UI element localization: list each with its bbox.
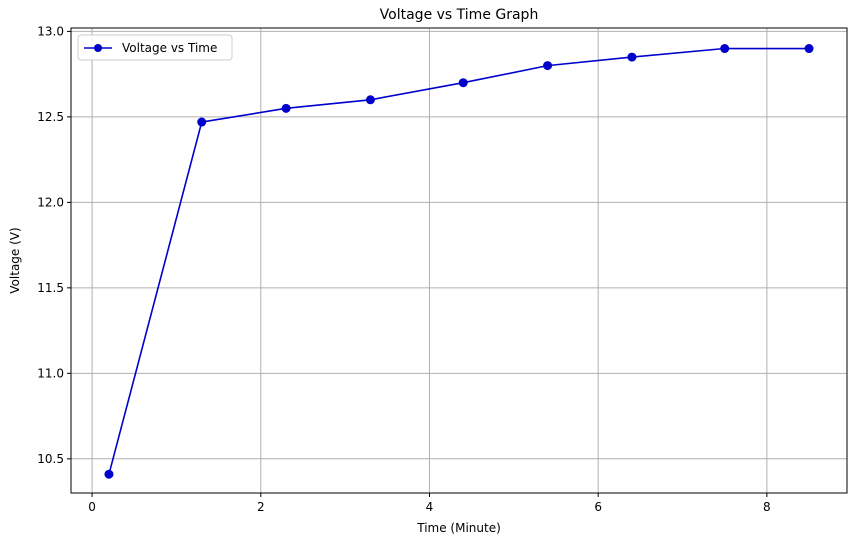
grid — [71, 28, 847, 493]
y-axis-label: Voltage (V) — [8, 227, 22, 293]
y-tick-label: 11.0 — [37, 366, 64, 380]
legend-box — [77, 34, 233, 61]
y-tick-label: 12.0 — [37, 195, 64, 209]
x-tick-label: 8 — [763, 500, 771, 514]
y-tick-label: 13.0 — [37, 24, 64, 38]
data-point — [543, 61, 553, 71]
data-point — [804, 44, 814, 54]
y-tick-label: 10.5 — [37, 452, 64, 466]
plot-area-frame — [70, 27, 848, 494]
data-point — [281, 103, 291, 113]
x-tick-label: 0 — [88, 500, 96, 514]
x-tick-label: 6 — [594, 500, 602, 514]
x-axis-label: Time (Minute) — [416, 521, 501, 535]
legend-dot-marker — [94, 44, 102, 52]
chart-title: Voltage vs Time Graph — [380, 7, 539, 23]
data-point — [365, 95, 375, 105]
y-tick-label: 12.5 — [37, 110, 64, 124]
x-tick-label: 4 — [426, 500, 434, 514]
data-point — [627, 52, 637, 62]
series-layer — [104, 44, 814, 479]
data-point — [458, 78, 468, 88]
data-point — [720, 44, 730, 54]
legend: Voltage vs Time — [77, 34, 233, 61]
data-point — [104, 469, 114, 479]
legend-entry-label: Voltage vs Time — [122, 41, 217, 55]
y-tick-label: 11.5 — [37, 281, 64, 295]
data-point — [197, 117, 207, 127]
axis-ticks: 0 2 4 6 8 10.5 11.0 11.5 12.0 12.5 13.0 — [37, 24, 770, 514]
x-tick-label: 2 — [257, 500, 265, 514]
